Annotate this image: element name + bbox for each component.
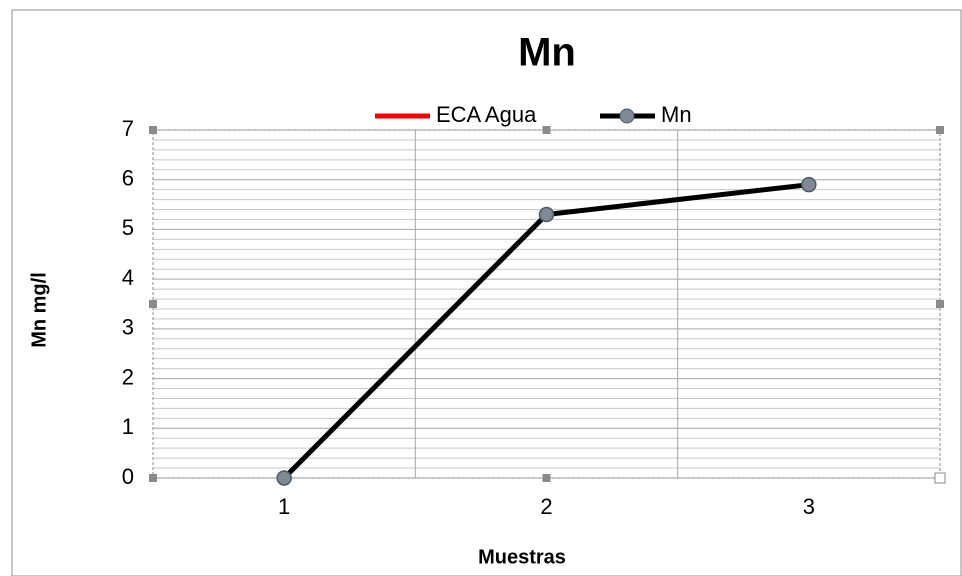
data-point bbox=[801, 176, 817, 193]
y-tick-label: 2 bbox=[122, 364, 134, 389]
y-tick-label: 4 bbox=[122, 265, 134, 290]
y-tick-label: 7 bbox=[122, 116, 134, 141]
chart-area bbox=[11, 9, 962, 576]
chart-title: Mn bbox=[518, 31, 576, 75]
legend-label: Mn bbox=[661, 102, 692, 127]
x-tick-label: 3 bbox=[803, 494, 815, 519]
y-tick-label: 1 bbox=[122, 414, 134, 439]
selection-handle bbox=[149, 300, 157, 308]
y-tick-label: 0 bbox=[122, 464, 134, 489]
x-tick-label: 2 bbox=[540, 494, 552, 519]
x-tick-label: 1 bbox=[278, 494, 290, 519]
data-point bbox=[276, 470, 292, 486]
selection-handle bbox=[542, 474, 551, 482]
selection-handle bbox=[149, 474, 157, 482]
y-tick-label: 5 bbox=[122, 215, 134, 240]
selection-handle bbox=[934, 472, 946, 484]
selection-handle bbox=[542, 126, 551, 134]
legend-marker bbox=[619, 108, 635, 124]
x-axis-label: Muestras bbox=[478, 546, 566, 568]
data-point bbox=[538, 206, 555, 223]
selection-handle bbox=[936, 126, 944, 134]
y-tick-label: 6 bbox=[122, 166, 134, 191]
y-tick-label: 3 bbox=[122, 315, 134, 340]
legend-label: ECA Agua bbox=[436, 102, 537, 127]
selection-handle bbox=[149, 126, 157, 134]
y-axis-label: Mn mg/l bbox=[28, 272, 50, 348]
selection-handle bbox=[936, 300, 944, 308]
